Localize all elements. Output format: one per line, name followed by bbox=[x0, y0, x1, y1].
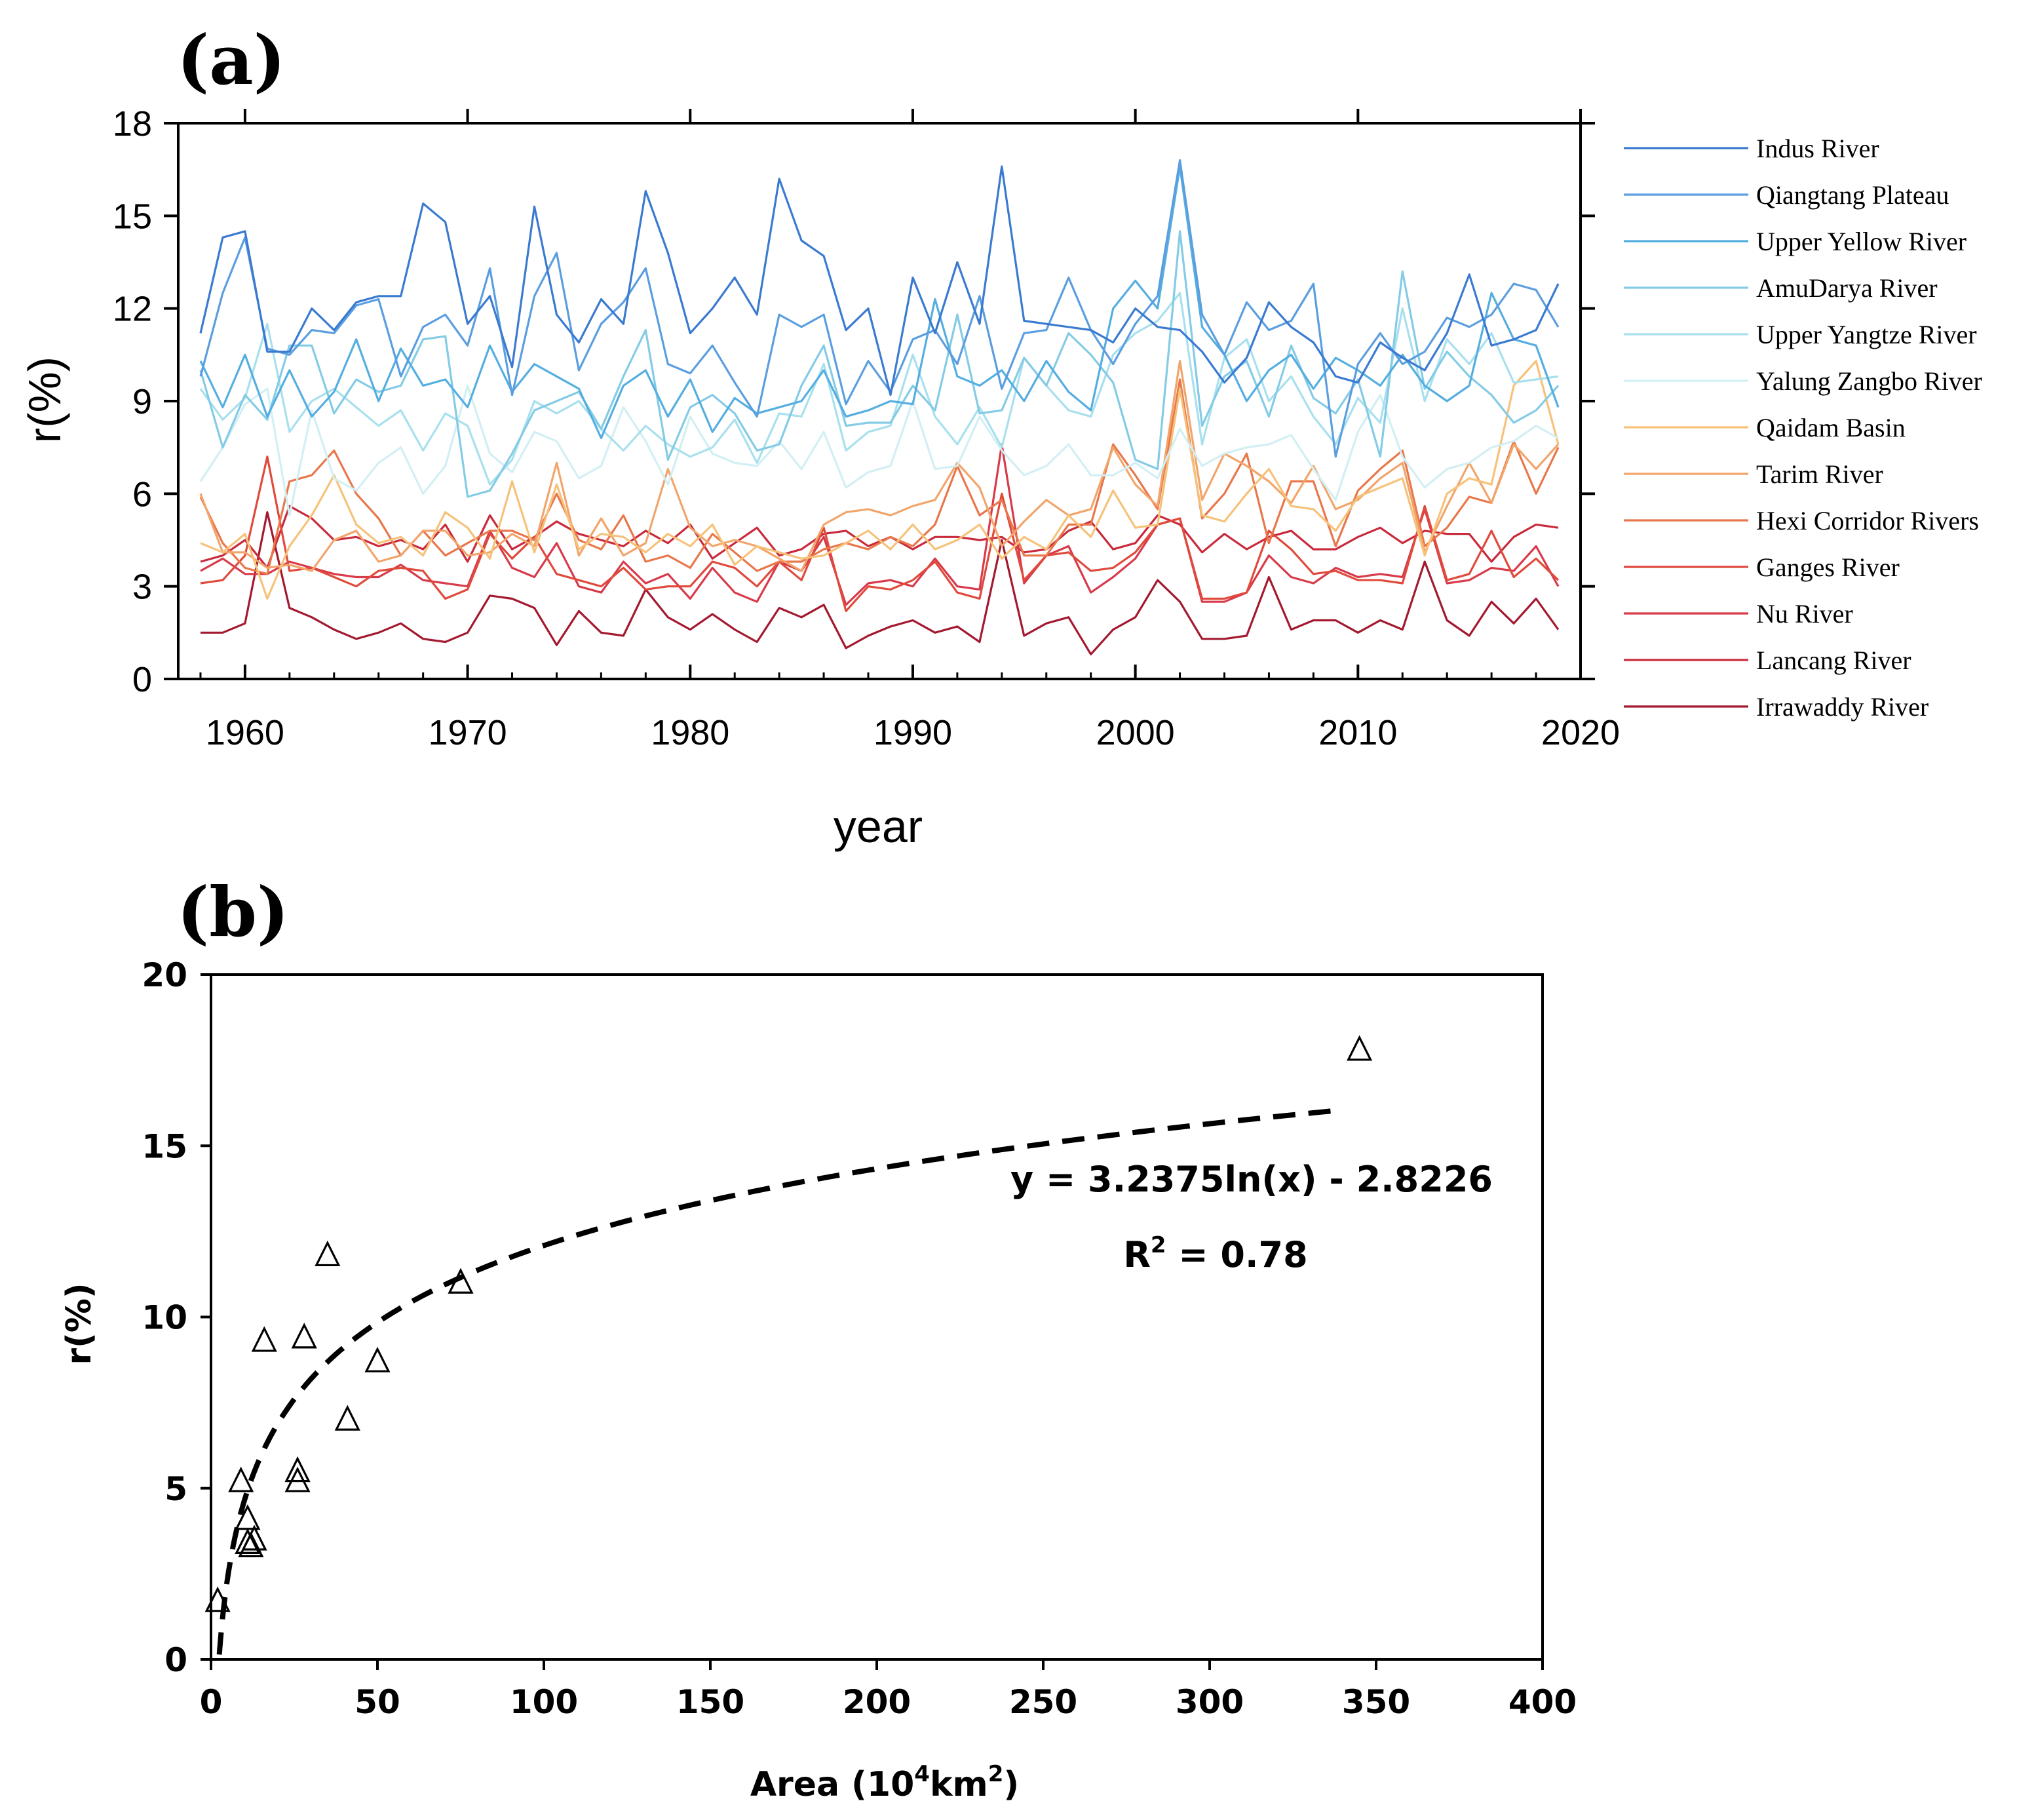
r-squared-label: R2 = 0.78 bbox=[1123, 1232, 1307, 1275]
series-line-irrawaddy-river bbox=[201, 511, 1560, 655]
panel-b-label: (b) bbox=[177, 872, 289, 952]
series-line-indus-river bbox=[199, 165, 1560, 397]
panel-b-x-axis-title: Area (104km2) bbox=[750, 1761, 1019, 1804]
b-x-tick-label: 400 bbox=[1508, 1683, 1577, 1721]
legend-label: Indus River bbox=[1756, 134, 1879, 163]
y-tick-label: 6 bbox=[132, 474, 152, 514]
fit-equation-label: y = 3.2375ln(x) - 2.8226 bbox=[1010, 1159, 1493, 1200]
r-squared-superscript: 2 bbox=[1151, 1232, 1166, 1258]
y-tick-label: 12 bbox=[113, 290, 152, 329]
b-x-tick-label: 50 bbox=[355, 1683, 400, 1721]
triangle-marker bbox=[315, 1240, 341, 1267]
r-squared-value: = 0.78 bbox=[1166, 1234, 1308, 1275]
panel-a-x-axis-title: year bbox=[834, 801, 923, 852]
legend-label: Nu River bbox=[1756, 599, 1853, 629]
x-tick-label: 1970 bbox=[429, 713, 507, 752]
x-title-mid: km bbox=[930, 1765, 988, 1804]
triangle-marker bbox=[251, 1326, 277, 1352]
series-line-yalung-zangbo-river bbox=[199, 384, 1559, 516]
x-tick-label: 2020 bbox=[1541, 713, 1620, 752]
panel-a-label: (a) bbox=[177, 20, 286, 100]
x-tick-label: 1960 bbox=[206, 713, 284, 752]
legend-label: Lancang River bbox=[1756, 646, 1911, 675]
b-y-tick-label: 5 bbox=[164, 1470, 187, 1508]
x-title-sup2: 2 bbox=[988, 1761, 1004, 1787]
series-line-upper-yellow-river bbox=[199, 165, 1560, 440]
legend-label: Upper Yellow River bbox=[1756, 227, 1967, 256]
b-x-tick-label: 350 bbox=[1342, 1683, 1410, 1721]
triangle-marker bbox=[241, 1524, 267, 1551]
b-x-tick-label: 100 bbox=[510, 1683, 578, 1721]
legend-label: Yalung Zangbo River bbox=[1756, 366, 1982, 396]
panel-b-data-points bbox=[204, 1035, 1373, 1612]
b-x-tick-label: 250 bbox=[1009, 1683, 1077, 1721]
panel-a-plot-frame bbox=[177, 122, 1582, 680]
triangle-marker bbox=[448, 1268, 474, 1294]
panel-a-tick-labels: 1960 1970 1980 1990 2000 2010 2020 0 3 6 9 12 15 18 bbox=[113, 104, 1620, 752]
series-line-lancang-river bbox=[200, 505, 1559, 570]
triangle-marker bbox=[284, 1456, 311, 1482]
x-title-prefix: Area (10 bbox=[750, 1765, 914, 1804]
legend-label: Upper Yangtze River bbox=[1756, 320, 1977, 349]
b-x-tick-label: 300 bbox=[1176, 1683, 1244, 1721]
legend-label: Qaidam Basin bbox=[1756, 413, 1906, 442]
y-tick-label: 0 bbox=[132, 660, 152, 699]
legend-label: Tarim River bbox=[1756, 459, 1883, 489]
panel-a-y-axis-title: r(%) bbox=[19, 357, 70, 443]
triangle-marker bbox=[334, 1404, 360, 1431]
triangle-marker bbox=[291, 1323, 317, 1349]
y-tick-label: 18 bbox=[113, 104, 152, 144]
panel-a-ticks bbox=[164, 109, 1595, 680]
b-y-tick-label: 0 bbox=[164, 1641, 187, 1679]
x-tick-label: 1980 bbox=[651, 713, 729, 752]
b-y-tick-label: 20 bbox=[142, 956, 187, 994]
b-x-tick-label: 150 bbox=[676, 1683, 744, 1721]
panel-b-tick-labels: 0 50 100 150 200 250 300 350 400 0 5 10 15 20 bbox=[142, 956, 1577, 1721]
legend-label: Hexi Corridor Rivers bbox=[1756, 506, 1979, 535]
triangle-marker bbox=[1347, 1035, 1373, 1061]
panel-a-series-lines bbox=[199, 159, 1560, 655]
b-x-tick-label: 200 bbox=[843, 1683, 911, 1721]
series-line-upper-yangtze-river bbox=[199, 292, 1559, 486]
panel-b-ticks bbox=[201, 973, 1544, 1670]
y-tick-label: 9 bbox=[132, 382, 152, 421]
panel-b-fit-curve bbox=[216, 1107, 1343, 1655]
legend-label: Qiangtang Plateau bbox=[1756, 180, 1949, 210]
b-y-tick-label: 15 bbox=[142, 1127, 187, 1165]
x-title-sup1: 4 bbox=[914, 1761, 930, 1787]
legend-label: AmuDarya River bbox=[1756, 273, 1938, 303]
legend-label: Irrawaddy River bbox=[1756, 692, 1928, 722]
panel-b-y-axis-title: r(%) bbox=[60, 1283, 99, 1365]
y-tick-label: 3 bbox=[132, 568, 152, 607]
series-line-ganges-river bbox=[200, 455, 1560, 613]
series-line-qiangtang-plateau bbox=[199, 159, 1560, 458]
b-y-tick-label: 10 bbox=[142, 1299, 187, 1337]
x-title-suffix: ) bbox=[1003, 1765, 1019, 1804]
panel-a: (a) 1960 1970 1980 1990 2000 2010 2020 0 3 6 9 12 15… bbox=[19, 20, 1982, 852]
panel-b-plot-frame bbox=[210, 973, 1544, 1661]
series-line-amudarya-river bbox=[199, 230, 1560, 498]
series-line-hexi-corridor-rivers bbox=[199, 378, 1560, 575]
triangle-marker bbox=[235, 1528, 261, 1554]
triangle-marker bbox=[284, 1466, 311, 1492]
legend-label: Ganges River bbox=[1756, 552, 1900, 582]
x-tick-label: 2000 bbox=[1096, 713, 1175, 752]
series-line-qaidam-basin bbox=[200, 360, 1560, 600]
triangle-marker bbox=[204, 1586, 231, 1612]
panel-b: (b) 0 50 100 150 200 250 300 350 400 0 5 10 15 20 y =… bbox=[60, 872, 1577, 1804]
x-tick-label: 1990 bbox=[873, 713, 952, 752]
b-x-tick-label: 0 bbox=[200, 1683, 223, 1721]
r-squared-symbol: R bbox=[1123, 1234, 1151, 1275]
panel-a-legend: Indus River Qiangtang Plateau Upper Yellow… bbox=[1624, 134, 1982, 722]
triangle-marker bbox=[228, 1466, 254, 1492]
y-tick-label: 15 bbox=[113, 197, 152, 236]
series-line-tarim-river bbox=[199, 360, 1560, 572]
x-tick-label: 2010 bbox=[1318, 713, 1397, 752]
triangle-marker bbox=[364, 1346, 391, 1373]
